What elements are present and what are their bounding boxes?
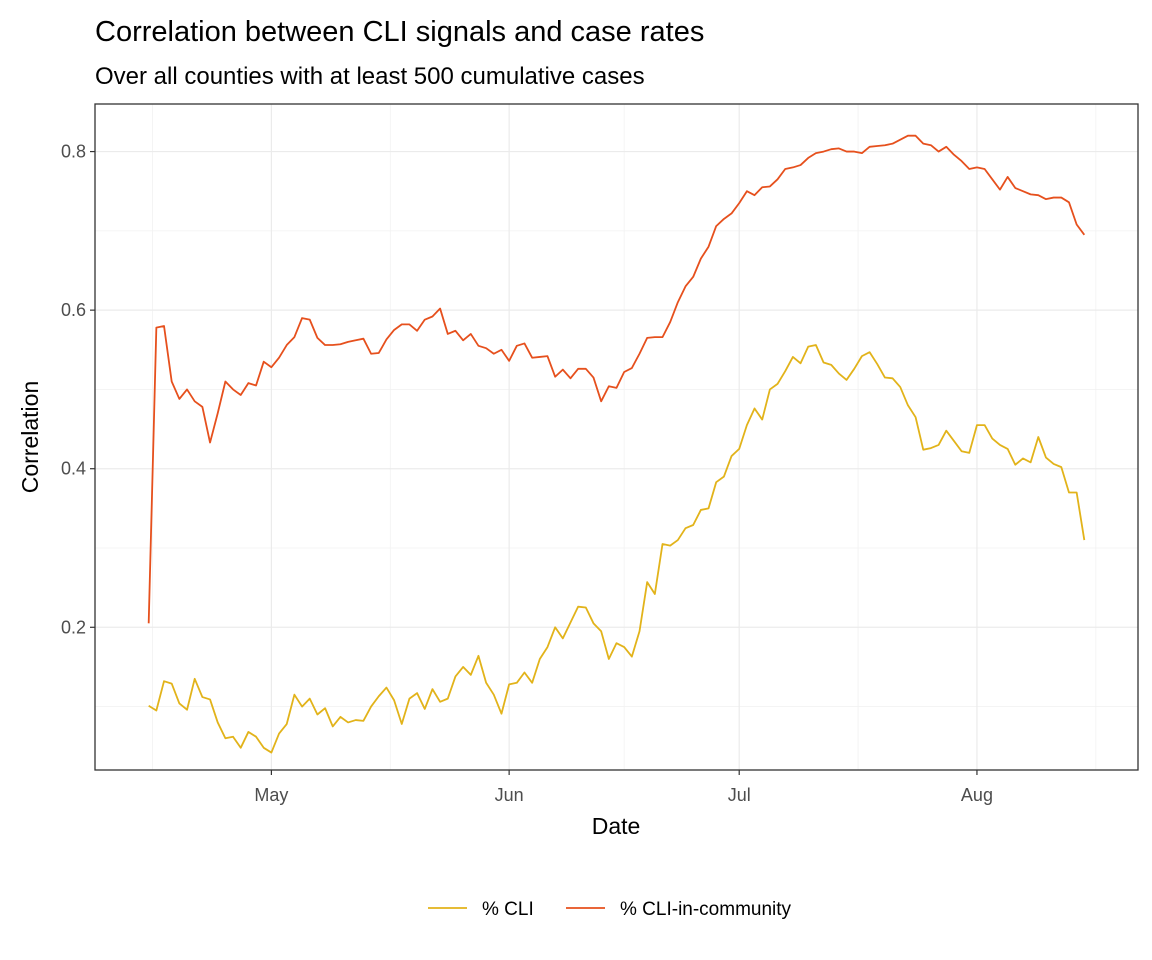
legend-label-cli: % CLI (482, 899, 534, 920)
x-tick-label: May (254, 785, 288, 805)
minor-gridlines (95, 104, 1138, 770)
legend: % CLI % CLI-in-community (428, 899, 792, 920)
series-layer (147, 134, 1086, 754)
series-line-1 (147, 134, 1086, 624)
y-tick-label: 0.4 (61, 459, 86, 479)
x-tick-label: Aug (961, 785, 993, 805)
y-axis-title: Correlation (17, 381, 43, 494)
plot-panel (95, 104, 1138, 770)
chart-title: Correlation between CLI signals and case… (95, 16, 704, 48)
x-axis-title: Date (592, 813, 641, 839)
y-tick-label: 0.8 (61, 142, 86, 162)
y-axis: 0.2 0.4 0.6 0.8 (61, 142, 95, 637)
chart-subtitle: Over all counties with at least 500 cumu… (95, 63, 645, 90)
y-tick-label: 0.2 (61, 617, 86, 637)
y-tick-label: 0.6 (61, 300, 86, 320)
x-tick-label: Jul (728, 785, 751, 805)
plot-border (94, 103, 1139, 771)
series-line-0 (148, 344, 1086, 754)
x-axis: May Jun Jul Aug (254, 770, 993, 805)
major-gridlines (95, 104, 1138, 770)
x-tick-label: Jun (495, 785, 524, 805)
legend-label-cli-in-community: % CLI-in-community (620, 899, 792, 920)
